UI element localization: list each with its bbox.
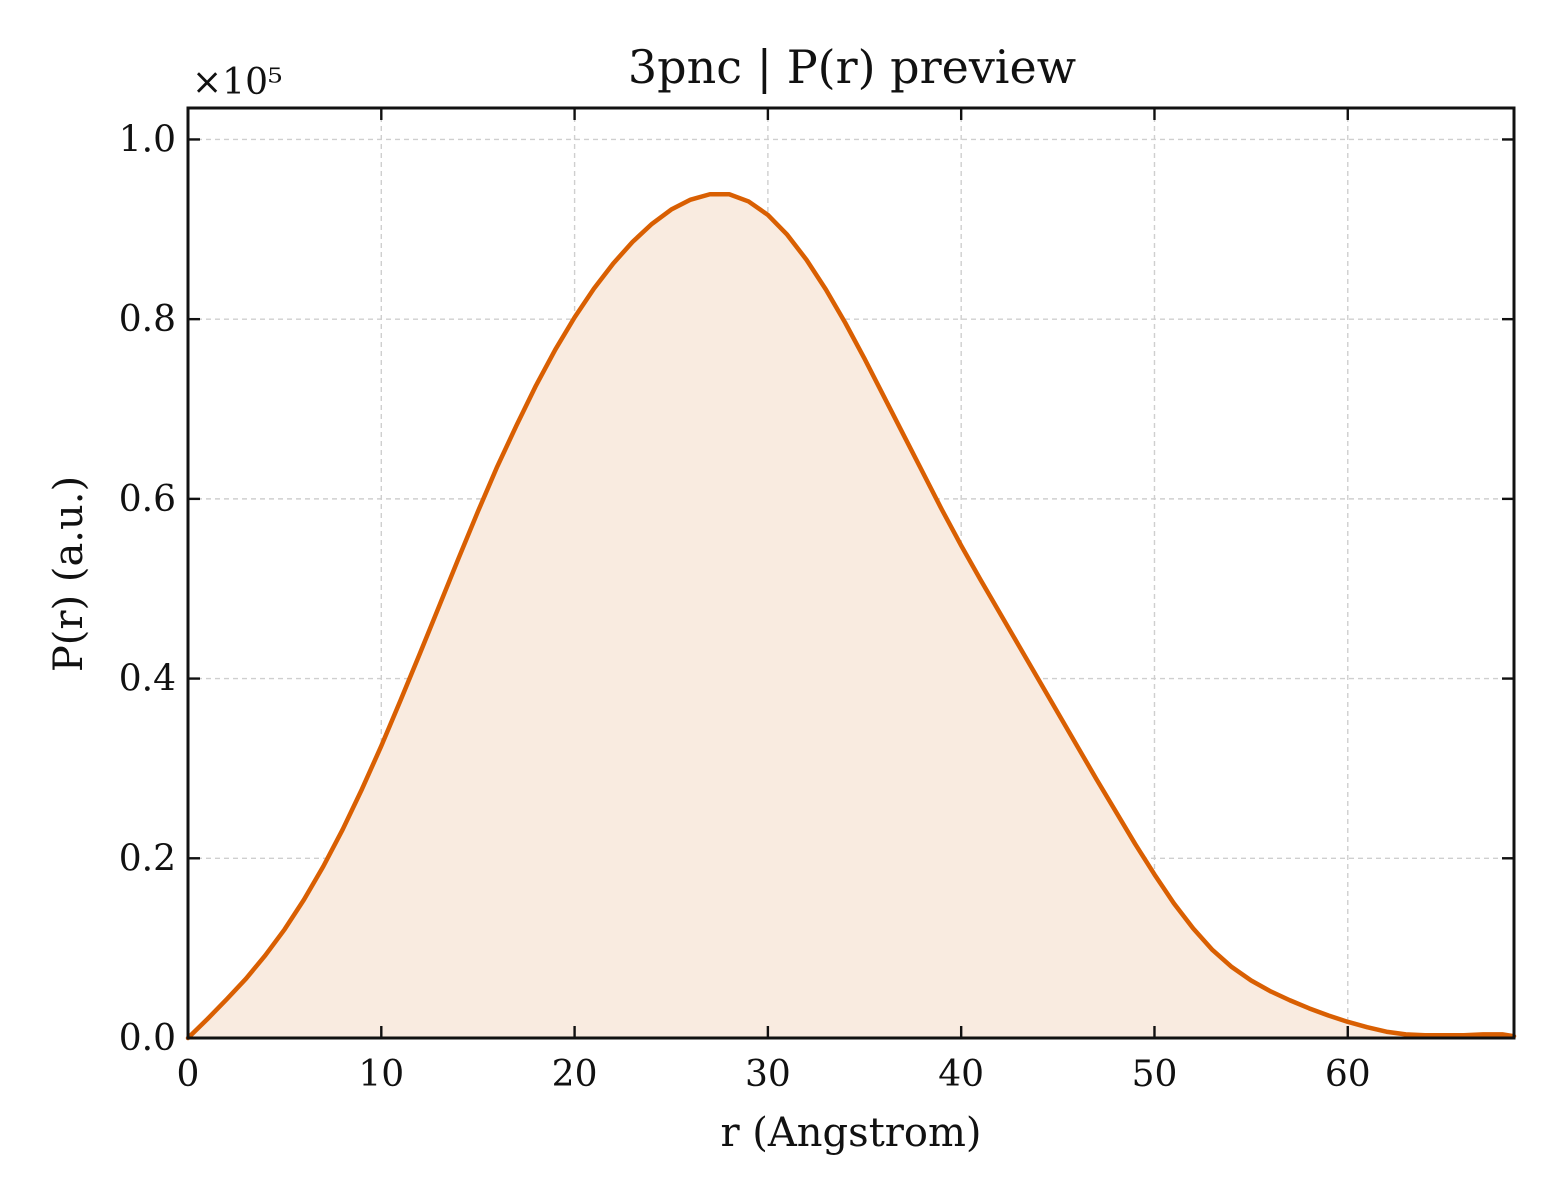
y-multiplier-label: ×10⁵ bbox=[192, 62, 282, 103]
y-axis-label: P(r) (a.u.) bbox=[46, 476, 92, 672]
area-fill-path bbox=[188, 194, 1514, 1038]
x-tick-label: 0 bbox=[177, 1054, 200, 1095]
y-tick-label: 0.0 bbox=[119, 1018, 176, 1059]
y-tick-labels: 0.0 0.2 0.4 0.6 0.8 1.0 bbox=[119, 119, 176, 1059]
x-tick-label: 50 bbox=[1132, 1054, 1178, 1095]
x-tick-label: 40 bbox=[938, 1054, 984, 1095]
x-tick-label: 10 bbox=[358, 1054, 404, 1095]
area-fill bbox=[188, 194, 1514, 1038]
x-tick-label: 60 bbox=[1325, 1054, 1371, 1095]
plot-frame bbox=[186, 106, 1516, 1040]
x-axis-label: r (Angstrom) bbox=[720, 1110, 981, 1156]
x-tick-label: 30 bbox=[745, 1054, 791, 1095]
x-tick-label: 20 bbox=[552, 1054, 598, 1095]
y-tick-label: 0.2 bbox=[119, 838, 176, 879]
y-tick-label: 0.4 bbox=[119, 659, 176, 700]
y-tick-label: 1.0 bbox=[119, 119, 176, 160]
y-tick-label: 0.8 bbox=[119, 299, 176, 340]
series-line bbox=[185, 192, 1517, 1041]
chart-title: 3pnc | P(r) preview bbox=[628, 40, 1076, 94]
x-tick-labels: 0 10 20 30 40 50 60 bbox=[177, 1054, 1371, 1095]
pr-curve bbox=[185, 192, 1517, 1041]
axis-ticks bbox=[186, 108, 1514, 1040]
y-tick-label: 0.6 bbox=[119, 479, 176, 520]
